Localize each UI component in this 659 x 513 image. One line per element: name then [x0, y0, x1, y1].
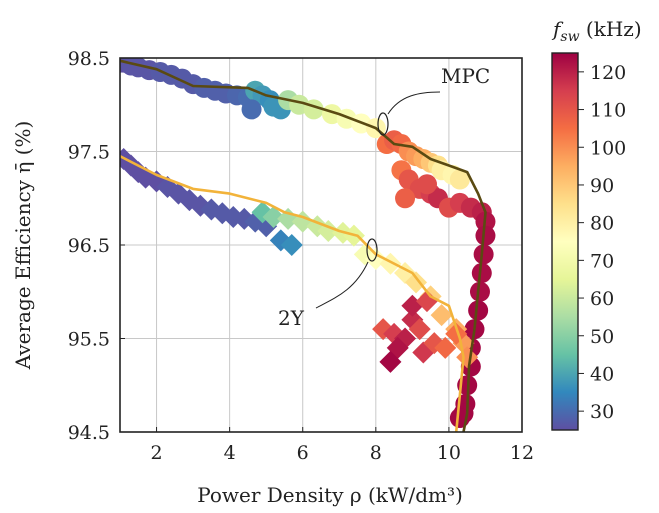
x-tick-label: 6 — [297, 442, 309, 464]
2y-label: 2Y — [278, 306, 305, 330]
mpc-point — [475, 225, 496, 246]
2y-leader-line — [315, 261, 369, 309]
mpc-leader-line — [387, 91, 441, 115]
mpc-marker-ellipse — [377, 112, 389, 136]
x-axis-label: Power Density ρ (kW/dm³) — [197, 483, 463, 507]
x-tick-label: 2 — [150, 442, 162, 464]
mpc-point — [471, 263, 492, 284]
mpc-point — [473, 244, 494, 265]
2y-point — [430, 304, 453, 327]
y-tick-label: 94.5 — [68, 422, 110, 444]
colorbar-label-unit: (kHz) — [580, 17, 642, 41]
y-tick-label: 97.5 — [68, 142, 110, 164]
colorbar-tick-label: 110 — [590, 100, 626, 122]
colorbar-label-subscript: sw — [560, 29, 579, 45]
colorbar: 30 40 50 60 70 80 90 100 110 120 fsw (kHz) — [551, 17, 642, 431]
x-tick-label: 4 — [224, 442, 236, 464]
y-tick-labels: 94.5 95.5 96.5 97.5 98.5 — [68, 48, 110, 444]
colorbar-tick-label: 50 — [590, 326, 614, 348]
colorbar-tick-label: 30 — [590, 401, 614, 423]
2y-annotation: 2Y — [278, 238, 378, 330]
mpc-point — [395, 188, 416, 209]
2y-marker-ellipse — [366, 238, 378, 262]
mpc-point — [468, 300, 489, 321]
mpc-point — [416, 174, 437, 195]
y-tick-label: 95.5 — [68, 329, 110, 351]
2y-point — [408, 318, 431, 341]
y-tick-label: 98.5 — [68, 48, 110, 70]
y-axis-label: Average Efficiency η̄ (%) — [11, 121, 35, 371]
2y-point — [434, 336, 457, 359]
x-tick-label: 8 — [370, 442, 382, 464]
2y-point — [445, 322, 468, 345]
fit-lines — [120, 59, 487, 432]
colorbar-tick-label: 70 — [590, 250, 614, 272]
mpc-fit-line — [120, 59, 487, 432]
colorbar-tick-label: 90 — [590, 175, 614, 197]
x-tick-labels: 2 4 6 8 10 12 — [150, 442, 534, 464]
plot-frame — [119, 57, 523, 433]
2y-point — [405, 271, 428, 294]
colorbar-tick-label: 40 — [590, 363, 614, 385]
colorbar-tick-label: 80 — [590, 213, 614, 235]
2y-point — [280, 234, 303, 256]
mpc-point — [469, 281, 490, 302]
colorbar-gradient — [551, 52, 579, 431]
2y-point — [415, 290, 438, 313]
y-tick-label: 96.5 — [68, 235, 110, 257]
mpc-label: MPC — [441, 64, 490, 88]
colorbar-tick-label: 120 — [590, 62, 626, 84]
colorbar-label: fsw (kHz) — [551, 17, 642, 45]
2y-fit-line — [120, 155, 465, 432]
colorbar-ticks: 30 40 50 60 70 80 90 100 110 120 — [578, 62, 626, 423]
2y-point — [379, 350, 402, 373]
colorbar-tick-label: 60 — [590, 288, 614, 310]
x-tick-label: 12 — [510, 442, 534, 464]
2y-point — [262, 205, 285, 228]
x-tick-label: 10 — [437, 442, 461, 464]
mpc-point — [449, 169, 470, 190]
colorbar-tick-label: 100 — [590, 137, 626, 159]
mpc-point — [241, 99, 262, 120]
mpc-annotation: MPC — [377, 64, 490, 136]
